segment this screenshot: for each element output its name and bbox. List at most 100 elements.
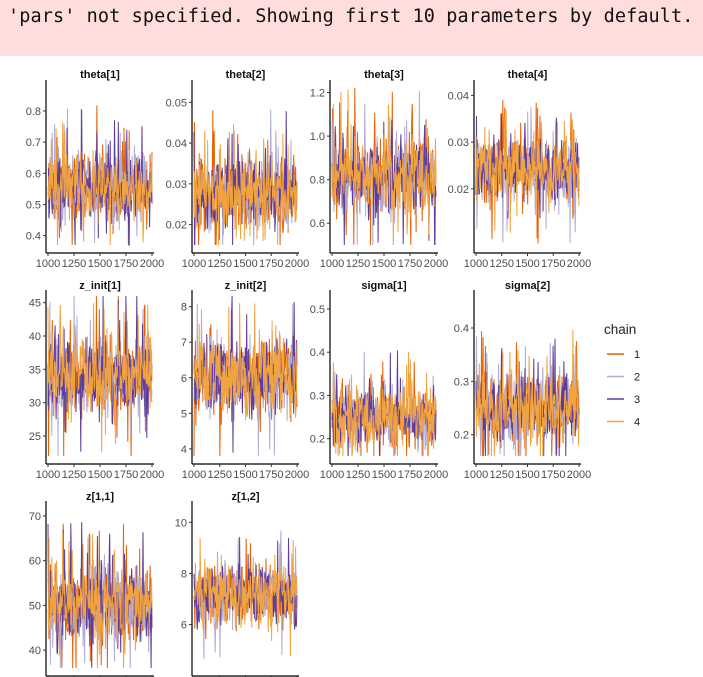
x-tick-label: 1250 xyxy=(62,258,86,270)
panel-title: z_init[1] xyxy=(79,280,121,292)
trace-chain-4 xyxy=(193,538,298,657)
x-tick-label: 1750 xyxy=(541,258,565,270)
panel-3: theta[4] 0.02 0.03 0.04 1000 1250 1500 1750 2000 xyxy=(448,69,592,270)
trace-chain-4 xyxy=(193,303,298,421)
panel-5: z_init[2] 4 5 6 7 8 1000 1250 1500 1750 2000 xyxy=(181,280,309,481)
warning-text: 'pars' not specified. Showing first 10 p… xyxy=(8,6,694,27)
x-tick-label: 2000 xyxy=(140,258,164,270)
x-tick-label: 1250 xyxy=(490,258,514,270)
x-tick-label: 1500 xyxy=(372,469,396,481)
y-tick-label: 0.5 xyxy=(310,304,325,316)
x-tick-label: 1500 xyxy=(233,258,257,270)
x-tick-label: 1750 xyxy=(398,469,422,481)
y-tick-label: 0.02 xyxy=(166,220,187,232)
y-tick-label: 0.4 xyxy=(26,231,41,243)
y-tick-label: 0.2 xyxy=(454,430,469,442)
x-tick-label: 1750 xyxy=(259,258,283,270)
x-tick-label: 1000 xyxy=(36,258,60,270)
y-tick-label: 45 xyxy=(29,298,41,310)
x-tick-label: 1750 xyxy=(114,469,138,481)
y-tick-label: 4 xyxy=(181,444,187,456)
y-tick-label: 10 xyxy=(175,517,187,529)
trace-chain-4 xyxy=(331,351,437,457)
x-tick-label: 1500 xyxy=(88,258,112,270)
panel-0: theta[1] 0.4 0.5 0.6 0.7 0.8 1000 1250 1500 1750 2… xyxy=(26,69,165,270)
trace-chain-3 xyxy=(47,109,153,246)
panel-title: sigma[2] xyxy=(505,280,551,292)
x-tick-label: 1250 xyxy=(346,469,370,481)
x-tick-label: 1000 xyxy=(320,469,344,481)
x-tick-label: 1500 xyxy=(88,469,112,481)
x-tick-label: 2000 xyxy=(140,469,164,481)
trace-chain-4 xyxy=(331,89,437,246)
panel-title: theta[2] xyxy=(226,69,266,81)
y-tick-label: 0.2 xyxy=(310,434,325,446)
x-tick-label: 1250 xyxy=(346,258,370,270)
warning-banner: 'pars' not specified. Showing first 10 p… xyxy=(0,0,703,56)
y-tick-label: 40 xyxy=(29,645,41,657)
y-tick-label: 0.02 xyxy=(448,184,469,196)
y-tick-label: 0.04 xyxy=(166,138,187,150)
panel-2: theta[3] 0.6 0.8 1.0 1.2 1000 1250 1500 1750 2000 xyxy=(310,69,449,270)
y-tick-label: 0.03 xyxy=(448,137,469,149)
x-tick-label: 1500 xyxy=(515,258,539,270)
y-tick-label: 0.4 xyxy=(310,347,325,359)
panel-6: sigma[1] 0.2 0.3 0.4 0.5 1000 1250 1500 1750 2000 xyxy=(310,280,449,481)
trace-chain-4 xyxy=(475,109,580,233)
x-tick-label: 1750 xyxy=(259,469,283,481)
y-tick-label: 30 xyxy=(29,398,41,410)
x-tick-label: 1250 xyxy=(208,469,232,481)
x-tick-label: 2000 xyxy=(285,469,309,481)
y-tick-label: 60 xyxy=(29,556,41,568)
x-tick-label: 2000 xyxy=(285,258,309,270)
y-tick-label: 35 xyxy=(29,364,41,376)
x-tick-label: 1750 xyxy=(398,258,422,270)
y-tick-label: 25 xyxy=(29,431,41,443)
panel-9: z[1,2]681010001250150017502000 xyxy=(175,491,299,677)
x-tick-label: 1000 xyxy=(464,258,488,270)
y-tick-label: 6 xyxy=(181,373,187,385)
x-tick-label: 1500 xyxy=(372,258,396,270)
x-tick-label: 1000 xyxy=(182,469,206,481)
x-tick-label: 1750 xyxy=(114,258,138,270)
x-tick-label: 1500 xyxy=(233,469,257,481)
y-tick-label: 0.4 xyxy=(454,323,469,335)
y-tick-label: 40 xyxy=(29,331,41,343)
panel-8: z[1,1]4050607010001250150017502000 xyxy=(29,491,154,677)
y-tick-label: 0.5 xyxy=(26,199,41,211)
panel-title: theta[3] xyxy=(364,69,404,81)
y-tick-label: 0.05 xyxy=(166,97,187,109)
y-tick-label: 8 xyxy=(181,302,187,314)
y-tick-label: 0.3 xyxy=(310,390,325,402)
panel-title: z_init[2] xyxy=(225,280,267,292)
y-tick-label: 0.8 xyxy=(310,175,325,187)
y-tick-label: 0.7 xyxy=(26,137,41,149)
y-tick-label: 8 xyxy=(181,568,187,580)
legend-label: 3 xyxy=(634,394,640,406)
y-tick-label: 1.0 xyxy=(310,131,325,143)
x-tick-label: 1750 xyxy=(541,469,565,481)
legend-title: chain xyxy=(604,322,636,337)
trace-chain-3 xyxy=(475,338,580,457)
x-tick-label: 1000 xyxy=(36,469,60,481)
y-tick-label: 0.6 xyxy=(26,168,41,180)
x-tick-label: 2000 xyxy=(424,258,448,270)
panel-title: sigma[1] xyxy=(361,280,407,292)
trace-chain-4 xyxy=(47,533,153,669)
legend-label: 1 xyxy=(634,349,640,361)
panel-title: z[1,1] xyxy=(86,491,114,503)
y-tick-label: 7 xyxy=(181,337,187,349)
y-tick-label: 0.8 xyxy=(26,106,41,118)
x-tick-label: 2000 xyxy=(424,469,448,481)
legend-label: 4 xyxy=(634,417,640,429)
trace-chain-4 xyxy=(193,130,298,246)
x-tick-label: 1250 xyxy=(208,258,232,270)
y-tick-label: 0.6 xyxy=(310,218,325,230)
y-tick-label: 5 xyxy=(181,408,187,420)
panel-4: z_init[1] 25 30 35 40 45 1000 1250 1500 1750 2000 xyxy=(29,280,164,481)
y-tick-label: 70 xyxy=(29,511,41,523)
panel-7: sigma[2] 0.2 0.3 0.4 1000 1250 1500 1750 2000 xyxy=(454,280,592,481)
x-tick-label: 1250 xyxy=(62,469,86,481)
